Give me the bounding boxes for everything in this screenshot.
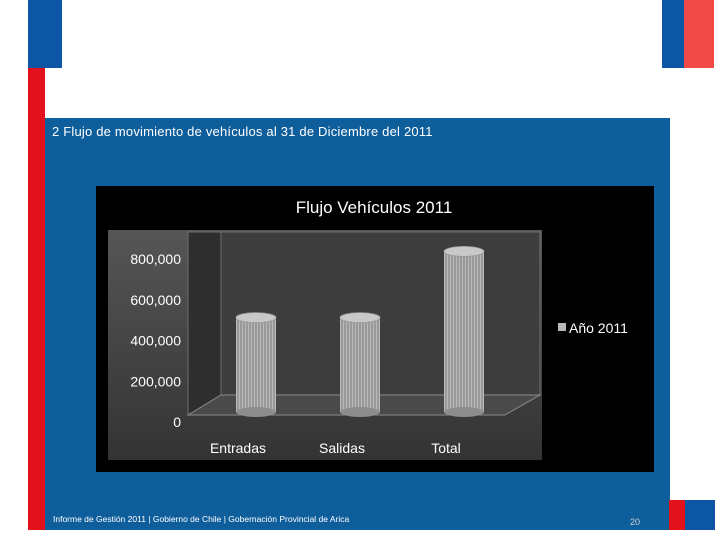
x-tick-label: Salidas (319, 440, 365, 456)
bottom-blue-block (685, 500, 715, 530)
footer-text: Informe de Gestión 2011 | Gobierno de Ch… (53, 514, 350, 524)
legend-label: Año 2011 (569, 320, 628, 336)
y-tick-label: 400,000 (130, 333, 181, 349)
x-tick-label: Total (431, 440, 461, 456)
y-axis-ticks: 0 200,000 400,000 600,000 800,000 (130, 251, 181, 430)
legend-swatch (558, 323, 566, 331)
x-tick-label: Entradas (210, 440, 266, 456)
bottom-red-block (669, 500, 685, 530)
x-axis-labels: Entradas Salidas Total (210, 440, 461, 456)
y-tick-label: 200,000 (130, 373, 181, 389)
y-tick-label: 0 (173, 414, 181, 430)
left-blue-block (28, 0, 62, 68)
right-blue-block (662, 0, 684, 68)
left-red-stripe (28, 0, 45, 530)
page-number: 20 (630, 517, 641, 527)
chart-bars (235, 245, 485, 417)
slide-title: 2 Flujo de movimiento de vehículos al 31… (52, 124, 433, 139)
bar-entradas (235, 312, 277, 417)
chart-title: Flujo Vehículos 2011 (296, 198, 453, 217)
y-tick-label: 600,000 (130, 292, 181, 308)
bar-salidas (339, 312, 381, 417)
chart-side-wall (187, 231, 222, 416)
bar-total (443, 245, 485, 417)
y-tick-label: 800,000 (130, 251, 181, 267)
right-red-block (684, 0, 714, 68)
chart-legend: Año 2011 (558, 320, 628, 336)
